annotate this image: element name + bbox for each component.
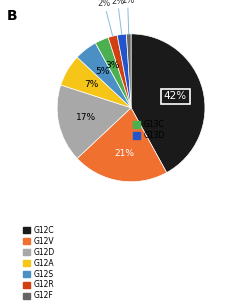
Text: 5%: 5% xyxy=(96,67,110,76)
Legend: G12C, G12V, G12D, G12A, G12S, G12R, G12F: G12C, G12V, G12D, G12A, G12S, G12R, G12F xyxy=(22,225,55,301)
Wedge shape xyxy=(61,57,131,108)
Text: 2%: 2% xyxy=(111,0,124,34)
Text: 21%: 21% xyxy=(114,148,134,158)
Wedge shape xyxy=(117,34,131,108)
Wedge shape xyxy=(126,34,131,108)
Text: 7%: 7% xyxy=(84,80,99,89)
Legend: G13C, G13D: G13C, G13D xyxy=(132,120,165,141)
Text: 1%: 1% xyxy=(121,0,134,34)
Wedge shape xyxy=(77,108,167,182)
Text: 17%: 17% xyxy=(76,113,96,122)
Wedge shape xyxy=(77,43,131,108)
Wedge shape xyxy=(57,85,131,158)
Wedge shape xyxy=(131,34,205,172)
Text: B: B xyxy=(7,9,18,23)
Wedge shape xyxy=(108,35,131,108)
Text: 3%: 3% xyxy=(106,61,120,70)
Wedge shape xyxy=(95,38,131,108)
Text: 42%: 42% xyxy=(164,91,187,101)
Text: 2%: 2% xyxy=(98,0,113,36)
